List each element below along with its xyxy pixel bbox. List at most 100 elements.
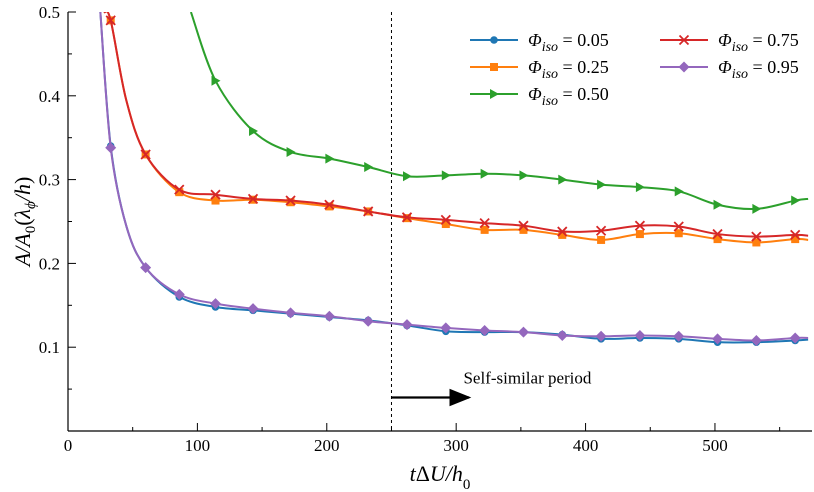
series-2-marker	[674, 186, 684, 197]
series-2-marker	[325, 153, 335, 164]
self-similar-label: Self-similar period	[463, 368, 591, 387]
y-axis-title-part: ϕ	[23, 201, 39, 209]
legend-label-symbol: Φ	[528, 84, 542, 104]
legend-entry-2: Φiso = 0.50	[470, 84, 609, 109]
legend-label: Φiso = 0.25	[528, 57, 609, 82]
legend-label-subscript: iso	[732, 40, 748, 55]
series-3-marker	[557, 226, 568, 237]
y-axis-title-part: /h	[10, 184, 35, 203]
legend-label-subscript: iso	[542, 94, 558, 109]
legend-label-symbol: Φ	[528, 57, 542, 77]
y-axis-title: A/A0(λϕ/h)	[10, 177, 39, 269]
legend-label-value: = 0.05	[558, 30, 609, 50]
x-axis-title-part: Δ	[416, 461, 430, 486]
legend-label-value: = 0.95	[748, 57, 799, 77]
y-axis-title-group: A/A0(λϕ/h)	[10, 177, 39, 269]
series-4-marker	[105, 142, 117, 154]
series-3-marker	[712, 228, 723, 240]
x-tick-label: 200	[314, 436, 340, 455]
series-1-marker	[752, 238, 761, 247]
x-axis-title: tΔU/h0	[410, 461, 471, 492]
series-3-marker	[790, 229, 801, 241]
series-4-marker	[634, 329, 646, 341]
series-4-marker	[556, 329, 568, 341]
series-1-marker	[558, 230, 567, 239]
legend-label: Φiso = 0.05	[528, 30, 609, 55]
series-3-marker	[285, 195, 296, 206]
series-1-marker	[286, 198, 295, 207]
legend-label-symbol: Φ	[718, 57, 732, 77]
series-line-2	[189, 12, 809, 211]
series-1-marker	[175, 188, 184, 197]
series-4-marker	[673, 330, 685, 342]
series-1-marker	[480, 225, 489, 234]
y-tick-label: 0.2	[39, 254, 60, 273]
legend-label: Φiso = 0.50	[528, 84, 609, 109]
series-2-marker	[211, 75, 221, 86]
series-2-marker	[286, 146, 296, 157]
legend-marker	[490, 89, 499, 99]
y-axis-title-part: (	[10, 218, 35, 225]
y-tick-label: 0.3	[39, 171, 60, 190]
series-3-marker	[247, 193, 259, 205]
x-tick-label: 500	[702, 436, 728, 455]
series-3-marker	[105, 15, 116, 26]
series-3-marker	[518, 220, 529, 231]
y-axis-title-part: λ	[10, 209, 35, 220]
x-tick-label: 300	[443, 436, 469, 455]
legend-marker	[678, 34, 690, 46]
legend-entry-0: Φiso = 0.05	[470, 30, 609, 55]
series-3-marker	[174, 184, 185, 195]
series-3-marker	[673, 221, 684, 232]
series-4-marker	[210, 298, 222, 310]
y-tick-label: 0.5	[39, 3, 60, 22]
series-4-marker	[173, 288, 185, 300]
series-1-marker	[519, 225, 528, 234]
y-axis-title-part: )	[10, 177, 35, 184]
y-axis-title-part: A/A	[10, 233, 35, 269]
series-2-marker	[441, 170, 451, 181]
legend-label-value: = 0.50	[558, 84, 609, 104]
legend-label-symbol: Φ	[528, 30, 542, 50]
series-3-marker	[140, 149, 151, 160]
legend-entry-3: Φiso = 0.75	[660, 30, 799, 55]
series-2-marker	[519, 170, 529, 181]
series-3-marker	[324, 199, 335, 210]
series-1-marker	[211, 196, 220, 205]
x-tick-label: 0	[64, 436, 73, 455]
series-2-marker	[752, 203, 762, 214]
legend-marker	[490, 63, 498, 71]
series-2-marker	[403, 171, 413, 182]
series-1-marker	[635, 230, 644, 239]
series-1-marker	[441, 220, 450, 229]
series-line-3	[103, 12, 809, 238]
series-4-marker	[362, 315, 374, 327]
legend-label: Φiso = 0.95	[718, 57, 799, 82]
series-2-marker	[597, 179, 607, 190]
series-2-marker	[364, 162, 374, 173]
series-2-marker	[635, 182, 645, 193]
series-2-marker	[480, 168, 490, 179]
series-4-marker	[595, 330, 607, 342]
y-tick-label: 0.1	[39, 338, 60, 357]
y-tick-label: 0.4	[39, 87, 61, 106]
series-4-marker	[401, 319, 413, 331]
series-1-marker	[713, 235, 722, 244]
series-1-marker	[674, 229, 683, 238]
series-3-marker	[595, 225, 607, 236]
series-4-marker	[323, 310, 335, 322]
series-2-marker	[791, 195, 801, 206]
series-3-marker	[401, 212, 413, 223]
series-3-marker	[751, 231, 762, 242]
series-2-marker	[249, 125, 259, 136]
series-2-marker	[558, 174, 568, 185]
series-4-marker	[247, 303, 259, 315]
series-1-marker	[791, 235, 800, 244]
series-4-marker	[140, 262, 152, 274]
legend-label-value: = 0.75	[748, 30, 799, 50]
series-1-marker	[325, 202, 334, 211]
series-1-marker	[597, 235, 606, 244]
